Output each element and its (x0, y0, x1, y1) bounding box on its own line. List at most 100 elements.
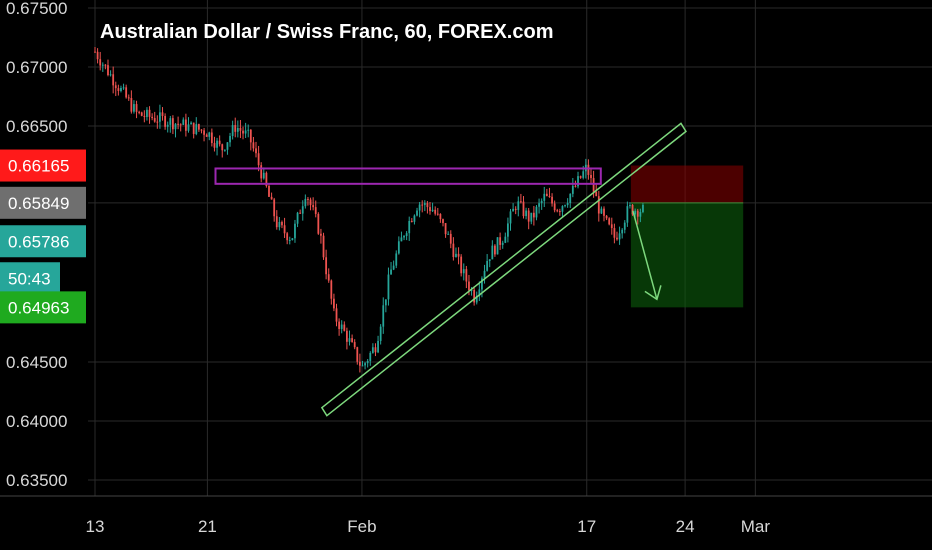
candle-body (431, 209, 434, 212)
y-tick-label: 0.64000 (6, 412, 67, 431)
candle-body (164, 116, 167, 127)
candle-body (538, 203, 540, 207)
trade-zones (630, 165, 744, 308)
candle-body (392, 265, 395, 270)
candle-body (587, 164, 590, 175)
candle-body (101, 64, 104, 66)
y-tick-label: 0.66500 (6, 117, 67, 136)
price-badge-entry (0, 186, 86, 219)
candle-body (423, 203, 426, 205)
candle-body (460, 256, 463, 274)
drawing-overlays (214, 122, 687, 417)
candle-body (338, 321, 341, 329)
candle-body (288, 240, 291, 242)
candle-body (216, 140, 218, 148)
candle-body (340, 324, 343, 329)
candle-body (151, 116, 154, 119)
candle-body (249, 129, 252, 143)
candle-body (416, 210, 418, 216)
candle-body (190, 122, 192, 125)
candle-body (436, 213, 439, 215)
candle-body (286, 233, 289, 241)
candle-body (507, 223, 509, 237)
candle-body (608, 218, 611, 225)
candle-body (109, 74, 112, 76)
candle-body (483, 270, 486, 279)
candle-body (395, 253, 398, 266)
candle-body (447, 233, 450, 235)
candle-body (616, 237, 618, 240)
candle-body (239, 127, 242, 131)
candle-body (499, 237, 502, 245)
candle-body (213, 143, 216, 148)
candles (94, 47, 644, 373)
candle-body (413, 215, 416, 222)
chart-title: Australian Dollar / Swiss Franc, 60, FOR… (100, 21, 553, 43)
candle-body (312, 205, 315, 208)
candle-body (351, 338, 353, 343)
candle-body (556, 210, 559, 212)
candle-body (257, 153, 260, 166)
candle-body (571, 185, 574, 194)
candle-body (330, 280, 333, 299)
candle-body (371, 347, 374, 353)
x-tick-label: Mar (741, 517, 771, 536)
candle-body (327, 274, 330, 281)
candle-body (574, 185, 577, 187)
candle-body (187, 124, 190, 131)
candle-body (172, 118, 174, 130)
candle-body (486, 260, 489, 271)
candle-body (122, 87, 125, 89)
candle-body (205, 134, 208, 137)
price-badge-last-label: 0.65786 (8, 232, 69, 251)
candle-body (247, 129, 250, 131)
price-badge-stop-label: 0.66165 (8, 157, 69, 176)
candle-body (156, 121, 159, 123)
candle-body (379, 326, 382, 341)
candle-body (530, 212, 533, 222)
candle-body (278, 221, 281, 228)
candle-body (421, 204, 424, 206)
candle-body (512, 208, 515, 212)
candle-body (600, 208, 603, 214)
candle-body (532, 212, 535, 218)
candle-body (197, 124, 200, 130)
price-badge-target-label: 0.64963 (8, 298, 69, 317)
x-tick-label: 24 (676, 517, 695, 536)
candle-body (618, 233, 621, 240)
candle-body (501, 242, 504, 245)
x-axis: 13 21 Feb 17 24 Mar (0, 495, 932, 536)
candle-body (551, 196, 553, 204)
candle-body (242, 130, 244, 134)
x-tick-label: 17 (577, 517, 596, 536)
candle-body (449, 233, 452, 244)
candle-body (161, 112, 164, 117)
candle-body (366, 360, 369, 364)
candle-body (488, 259, 491, 261)
grid (88, 0, 932, 496)
candle-body (107, 65, 109, 76)
candle-body (120, 87, 122, 92)
candle-body (514, 208, 517, 210)
candle-body (603, 208, 605, 216)
candle-body (592, 178, 595, 192)
candle-body (595, 191, 598, 197)
x-tick-label: 13 (86, 517, 105, 536)
candle-body (481, 278, 483, 290)
candle-body (182, 119, 185, 125)
candle-body (569, 193, 572, 204)
candle-body (148, 109, 151, 117)
y-tick-label: 0.67500 (6, 0, 67, 18)
candle-body (343, 324, 346, 331)
candle-body (281, 221, 283, 226)
candle-body (473, 289, 476, 303)
candle-body (296, 212, 299, 224)
candle-body (325, 257, 328, 275)
candle-body (429, 207, 431, 212)
candle-body (223, 149, 226, 151)
candle-body (636, 210, 639, 217)
candle-body (494, 245, 496, 255)
price-badge-entry-label: 0.65849 (8, 194, 69, 213)
candle-body (629, 204, 631, 207)
